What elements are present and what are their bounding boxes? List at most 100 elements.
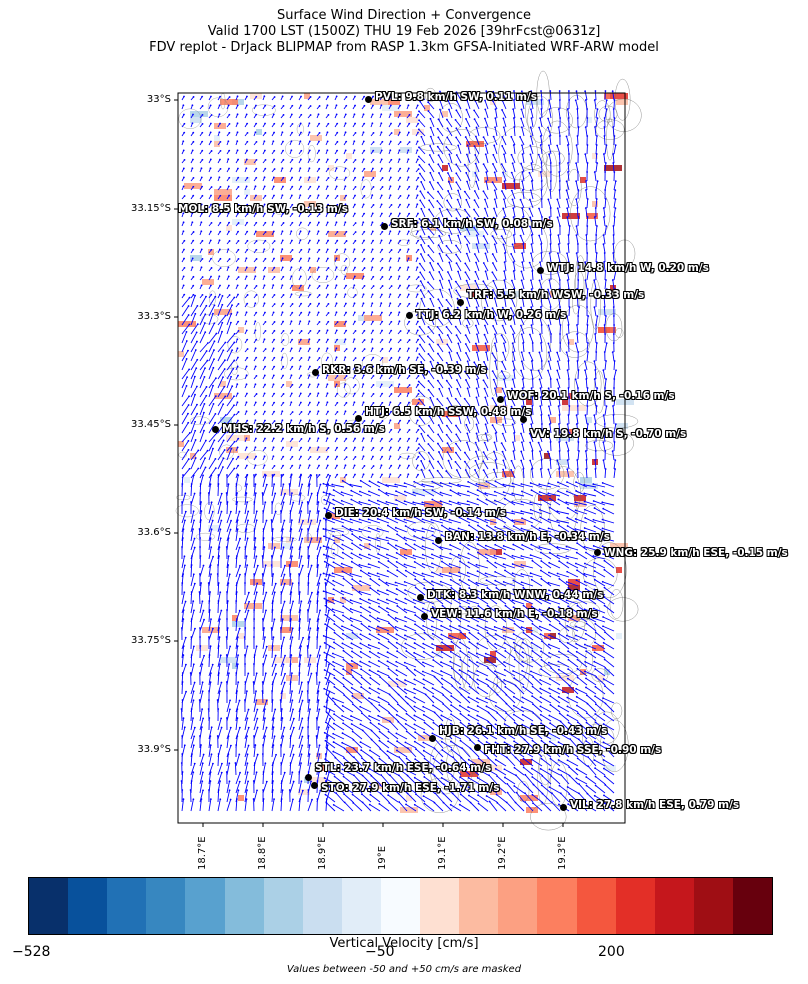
velocity-cell	[550, 735, 556, 741]
velocity-cell	[484, 177, 502, 183]
velocity-cell	[412, 399, 424, 405]
colorbar-segment	[146, 878, 186, 934]
velocity-cell	[196, 645, 208, 651]
station-label-trf: TRF: 5.5 km/h WSW, -0.33 m/s	[467, 289, 645, 301]
colorbar	[28, 877, 773, 935]
velocity-cell	[280, 255, 292, 261]
station-label-sto: STO: 27.9 km/h ESE, -1.71 m/s	[321, 782, 500, 794]
velocity-cell	[208, 249, 214, 255]
velocity-cell	[568, 585, 580, 591]
station-label-rkr: RKR: 3.6 km/h SE, -0.39 m/s	[322, 364, 487, 376]
velocity-cell	[568, 339, 574, 345]
velocity-cell	[586, 117, 592, 123]
velocity-cell	[610, 93, 628, 99]
velocity-cell	[556, 435, 574, 441]
velocity-cell	[232, 615, 238, 621]
velocity-cell	[460, 285, 478, 291]
colorbar-segment	[732, 878, 773, 934]
velocity-cell	[310, 135, 322, 141]
lat-tick-label: 33.3°S	[137, 311, 171, 322]
station-label-ttj: TTJ: 6.2 km/h W, 0.26 m/s	[416, 309, 567, 321]
station-label-vew: VEW: 11.6 km/h E, -0.18 m/s	[431, 608, 598, 620]
velocity-cell	[400, 549, 412, 555]
velocity-cell	[442, 165, 448, 171]
velocity-cell	[382, 717, 394, 723]
station-dot-hjb	[428, 734, 436, 742]
velocity-cell	[334, 537, 340, 543]
velocity-cell	[334, 567, 352, 573]
velocity-cell	[616, 99, 628, 105]
station-dot-die	[324, 511, 332, 519]
velocity-cell	[550, 291, 556, 297]
colorbar-segment	[29, 878, 69, 934]
station-dot-vew	[420, 612, 428, 620]
velocity-cell	[190, 453, 196, 459]
velocity-cell	[388, 99, 400, 105]
velocity-cell	[424, 105, 430, 111]
colorbar-tick-mid: −50	[365, 944, 395, 960]
velocity-cell	[232, 219, 244, 225]
station-dot-wng	[593, 548, 601, 556]
velocity-cell	[502, 471, 514, 477]
velocity-cell	[226, 225, 232, 231]
velocity-cell	[496, 387, 502, 393]
velocity-cell	[568, 393, 586, 399]
velocity-cell	[328, 165, 334, 171]
velocity-cell	[280, 579, 292, 585]
velocity-cell	[616, 567, 622, 573]
colorbar-segment	[498, 878, 538, 934]
velocity-cell	[274, 177, 286, 183]
lat-tick-label: 33.75°S	[131, 635, 171, 646]
lon-tick-label: 19.2°E	[497, 836, 508, 870]
velocity-cell	[226, 447, 238, 453]
velocity-cell	[598, 327, 616, 333]
velocity-cell	[178, 441, 184, 447]
station-label-wof: WOF: 20.1 km/h S, -0.16 m/s	[507, 390, 675, 402]
velocity-cell	[310, 777, 328, 783]
velocity-cell	[556, 471, 574, 477]
velocity-cell	[514, 561, 526, 567]
velocity-cell	[214, 135, 220, 141]
velocity-cell	[280, 693, 286, 699]
velocity-cell	[616, 423, 628, 429]
colorbar-segment	[341, 878, 381, 934]
lon-tick-label: 19°E	[377, 845, 388, 870]
velocity-cell	[298, 339, 310, 345]
station-dot-vv	[519, 415, 527, 423]
station-label-stl: STL: 23.7 km/h ESE, -0.64 m/s	[315, 762, 492, 774]
velocity-cell	[424, 501, 442, 507]
velocity-cell	[466, 231, 484, 237]
lat-tick-label: 33.9°S	[137, 744, 171, 755]
velocity-cell	[232, 621, 244, 627]
lat-tick-label: 33.45°S	[131, 419, 171, 430]
station-dot-stl	[304, 773, 312, 781]
velocity-cell	[238, 207, 256, 213]
velocity-cell	[334, 339, 346, 345]
velocity-cell	[544, 633, 550, 639]
station-label-fht: FHT: 27.9 km/h SSE, -0.90 m/s	[484, 744, 662, 756]
lat-tick-label: 33°S	[146, 94, 171, 105]
velocity-cell	[466, 93, 472, 99]
station-label-dtk: DTK: 8.3 km/h WNW, 0.44 m/s	[427, 589, 604, 601]
velocity-cell	[256, 699, 268, 705]
velocity-cell	[490, 651, 496, 657]
station-dot-wof	[496, 395, 504, 403]
lon-tick-label: 19.3°E	[557, 836, 568, 870]
velocity-cell	[370, 783, 382, 789]
velocity-cell	[532, 627, 538, 633]
velocity-cell	[304, 93, 310, 99]
lon-tick-label: 18.7°E	[197, 836, 208, 870]
velocity-cell	[346, 669, 352, 675]
station-label-ban: BAN: 13.8 km/h E, -0.34 m/s	[445, 531, 610, 543]
velocity-cell	[382, 105, 400, 111]
velocity-cell	[562, 399, 568, 405]
velocity-cell	[394, 129, 400, 135]
velocity-cell	[310, 447, 328, 453]
colorbar-segment	[107, 878, 147, 934]
velocity-cell	[304, 201, 316, 207]
colorbar-segment	[68, 878, 108, 934]
velocity-cell	[346, 633, 358, 639]
colorbar-segment	[654, 878, 694, 934]
station-dot-ban	[434, 536, 442, 544]
velocity-cell	[244, 159, 256, 165]
